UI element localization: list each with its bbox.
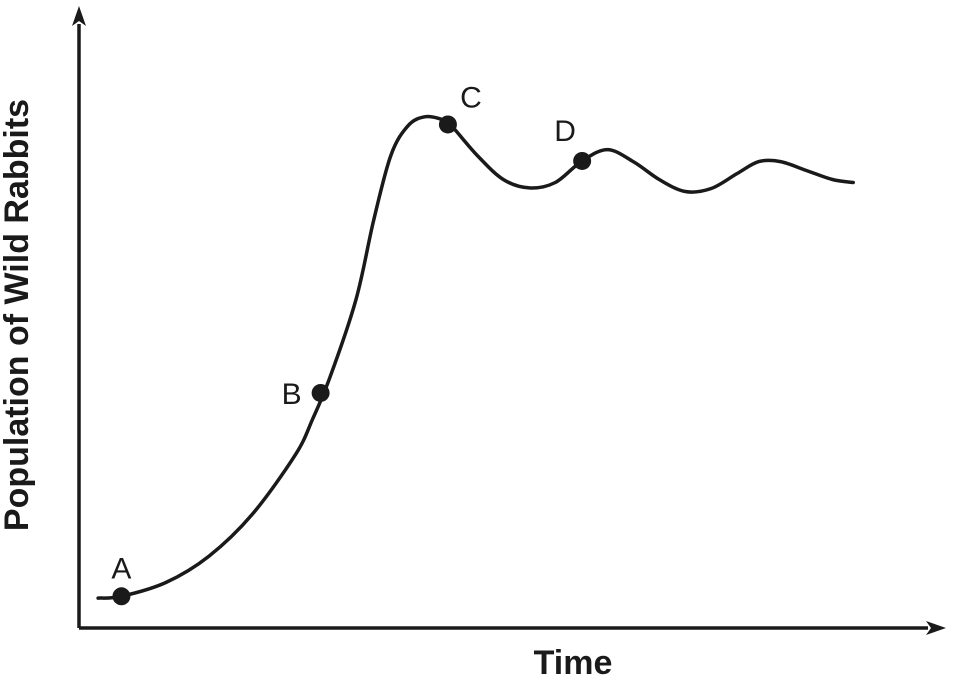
series-line — [96, 114, 855, 600]
point-b-label: B — [282, 378, 302, 411]
point-d-marker — [573, 151, 592, 170]
x-axis-label: Time — [534, 644, 613, 676]
point-a-marker — [112, 587, 131, 606]
y-axis-label: Population of Wild Rabbits — [0, 99, 36, 531]
point-a-label: A — [111, 552, 131, 585]
point-d-label: D — [554, 115, 576, 148]
point-c-marker — [438, 115, 457, 134]
data-points: A B C D — [111, 81, 592, 606]
point-b-marker — [311, 383, 330, 402]
point-c-label: C — [460, 81, 482, 114]
